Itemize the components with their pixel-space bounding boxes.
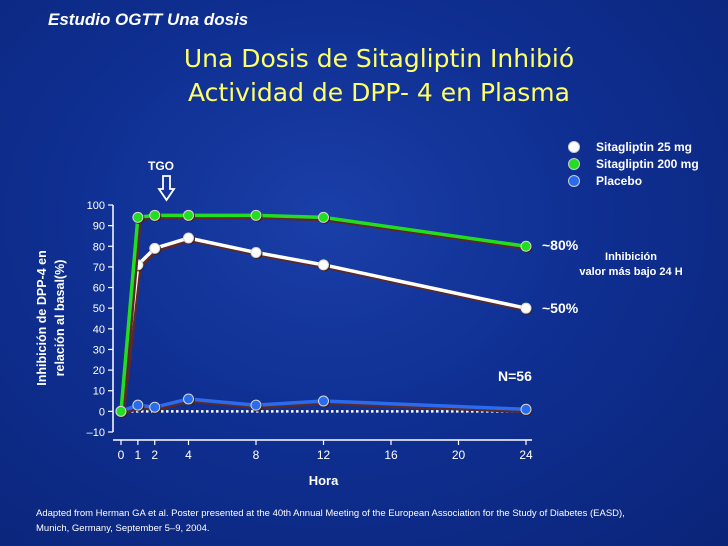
data-point: [250, 399, 262, 411]
citation-line-2: Munich, Germany, September 5–9, 2004.: [36, 523, 210, 534]
y-tick-label: 20: [93, 365, 105, 377]
x-tick-label: 24: [519, 448, 533, 462]
y-axis-label-line-1: Inhibición de DPP-4 en: [35, 250, 49, 385]
pct-80-label: ~80%: [542, 237, 579, 253]
data-point: [250, 209, 262, 221]
legend-label: Sitagliptin 25 mg: [596, 140, 692, 154]
pct-50-label: ~50%: [542, 300, 579, 316]
series-sitagliptin-25-mg: [115, 232, 533, 418]
legend-label: Sitagliptin 200 mg: [596, 157, 699, 171]
slide-title: Una Dosis de Sitagliptin Inhibió Activid…: [0, 42, 728, 110]
data-point: [318, 211, 329, 223]
series-line: [119, 213, 527, 412]
data-point: [183, 209, 194, 221]
citation-line-1: Adapted from Herman GA et al. Poster pre…: [36, 508, 625, 519]
y-tick-label: 70: [93, 262, 105, 274]
x-tick-label: 16: [384, 448, 398, 462]
y-tick-label: 30: [93, 344, 105, 356]
study-tag: Estudio OGTT Una dosis: [48, 10, 249, 29]
title-line-1: Una Dosis de Sitagliptin Inhibió: [183, 44, 575, 73]
data-point: [183, 393, 194, 405]
x-tick-label: 4: [185, 448, 192, 462]
x-tick-label: 20: [452, 448, 466, 462]
data-point: [318, 395, 329, 407]
data-point: [132, 399, 144, 411]
inhibition-note-line-2: valor más bajo 24 H: [579, 266, 682, 278]
y-tick-label: 80: [93, 241, 105, 253]
data-point: [149, 242, 161, 254]
series-shadow: [120, 214, 528, 414]
x-tick-label: 12: [317, 448, 331, 462]
data-point: [250, 246, 262, 258]
y-tick-label: –10: [87, 427, 105, 439]
y-tick-label: 100: [87, 200, 105, 212]
y-tick-label: 0: [99, 406, 105, 418]
series-sitagliptin-200-mg: [115, 209, 533, 418]
data-point: [149, 401, 161, 413]
y-tick-label: 50: [93, 303, 105, 315]
data-point: [115, 405, 127, 417]
series-placebo: [115, 393, 533, 418]
x-tick-label: 8: [253, 448, 260, 462]
y-tick-label: 10: [93, 386, 105, 398]
inhibition-note-line-1: Inhibición: [605, 251, 657, 263]
legend-marker: [568, 158, 580, 170]
data-point: [520, 240, 532, 252]
tgo-arrow-icon: [157, 175, 176, 202]
data-point: [149, 209, 161, 221]
data-point: [183, 232, 194, 244]
x-tick-label: 0: [118, 448, 125, 462]
legend-marker: [568, 141, 580, 153]
data-point: [520, 302, 532, 314]
legend: Sitagliptin 25 mg Sitagliptin 200 mg Place…: [568, 140, 699, 188]
y-tick-label: 90: [93, 221, 105, 233]
legend-marker: [568, 175, 580, 187]
y-tick-label: 60: [93, 283, 105, 295]
y-axis-label-line-2: relación al basal(%): [53, 260, 67, 377]
x-tick-label: 2: [151, 448, 158, 462]
annotations: TGO ~80% ~50% Inhibición valor más bajo 24 H…: [148, 159, 683, 384]
x-axis-label: Hora: [309, 473, 339, 488]
title-line-2: Actividad de DPP- 4 en Plasma: [188, 78, 570, 107]
tgo-label: TGO: [148, 159, 174, 173]
legend-label: Placebo: [596, 174, 642, 188]
data-point: [318, 259, 329, 271]
data-point: [520, 403, 532, 415]
citation: Adapted from Herman GA et al. Poster pre…: [36, 506, 696, 536]
series-layer: [115, 209, 533, 418]
x-tick-label: 1: [135, 448, 142, 462]
n-count-label: N=56: [498, 368, 532, 384]
data-point: [132, 211, 144, 223]
y-tick-label: 40: [93, 324, 105, 336]
